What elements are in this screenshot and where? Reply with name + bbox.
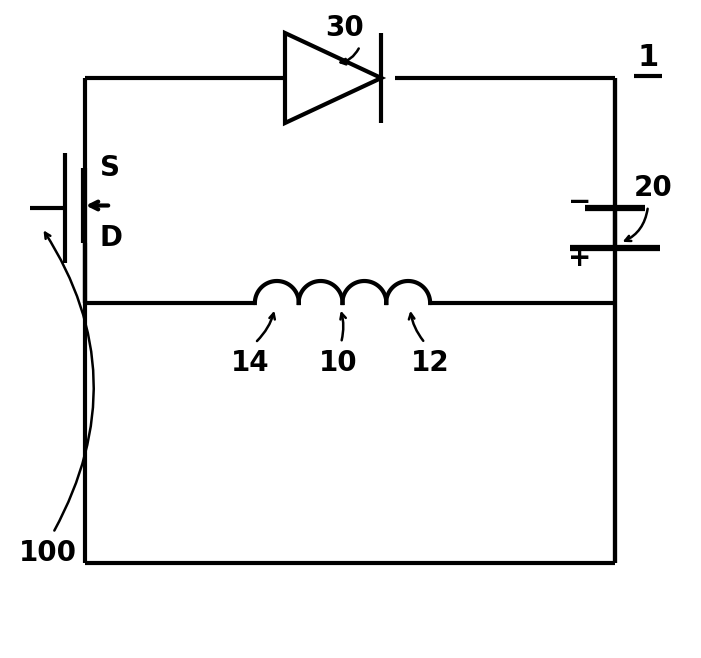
Text: 1: 1 [637,43,659,72]
Text: S: S [100,154,120,182]
Text: +: + [569,244,592,272]
Text: 14: 14 [231,349,269,377]
Text: 12: 12 [411,349,449,377]
Text: 100: 100 [19,539,77,567]
Text: 10: 10 [319,349,358,377]
Text: 30: 30 [326,14,365,42]
Text: −: − [569,188,592,216]
Text: 20: 20 [634,174,672,202]
Text: D: D [100,224,123,252]
